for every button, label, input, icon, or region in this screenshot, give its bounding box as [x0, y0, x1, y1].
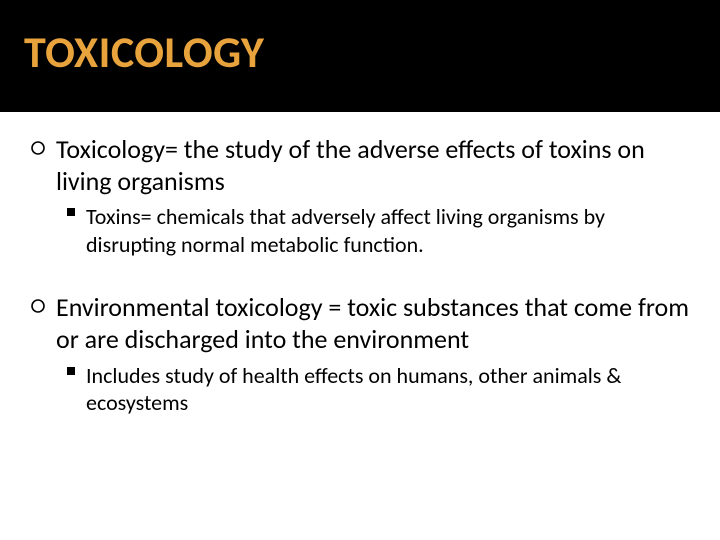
bullet-spacer: [30, 258, 690, 292]
square-bullet-icon: [66, 362, 76, 417]
bullet-level1: Environmental toxicology = toxic substan…: [30, 292, 690, 355]
bullet-text: Toxins= chemicals that adversely affect …: [86, 203, 690, 258]
slide: TOXICOLOGY Toxicology= the study of the …: [0, 0, 720, 540]
title-bar: TOXICOLOGY: [0, 0, 720, 112]
bullet-text: Toxicology= the study of the adverse eff…: [56, 134, 690, 197]
square-bullet-icon: [66, 203, 76, 258]
slide-title: TOXICOLOGY: [24, 25, 264, 79]
bullet-text: Includes study of health effects on huma…: [86, 362, 690, 417]
bullet-level1: Toxicology= the study of the adverse eff…: [30, 134, 690, 197]
circle-bullet-icon: [30, 134, 46, 197]
bullet-text: Environmental toxicology = toxic substan…: [56, 292, 690, 355]
circle-bullet-icon: [30, 292, 46, 355]
bullet-level2: Includes study of health effects on huma…: [66, 362, 690, 417]
bullet-level2: Toxins= chemicals that adversely affect …: [66, 203, 690, 258]
slide-content: Toxicology= the study of the adverse eff…: [0, 112, 720, 437]
